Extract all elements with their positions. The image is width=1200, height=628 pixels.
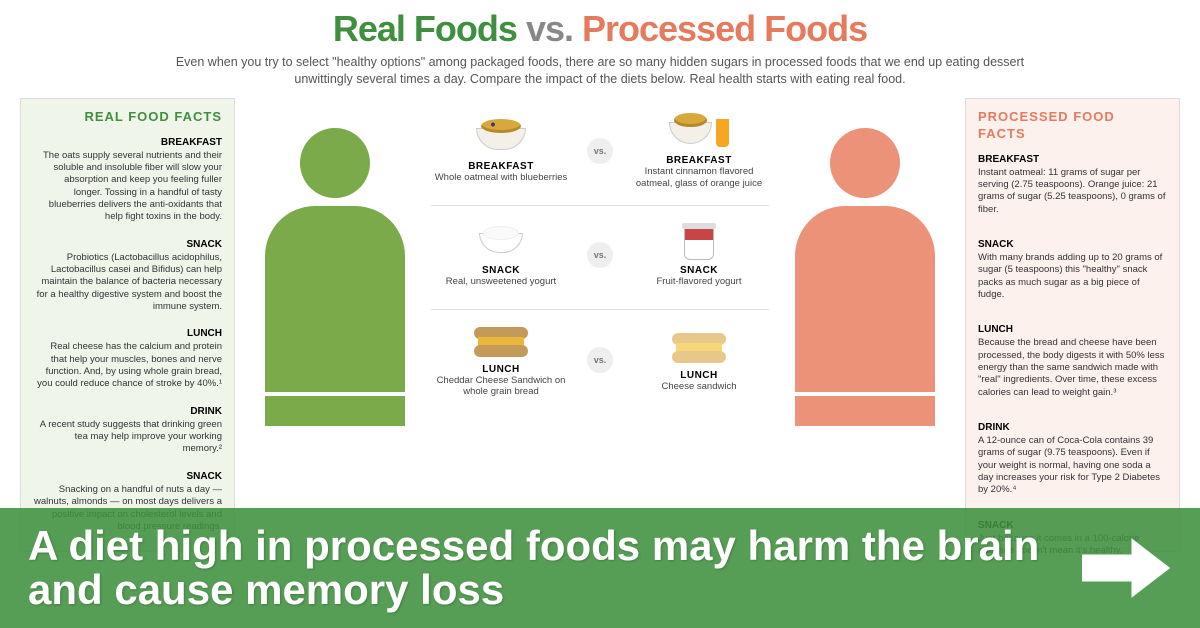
processed-facts-panel: PROCESSED FOOD FACTS BREAKFAST Instant o… <box>965 98 1180 552</box>
meal-real-breakfast: BREAKFAST Whole oatmeal with blueberries <box>431 119 571 183</box>
proc-fact-snack: SNACK With many brands adding up to 20 g… <box>978 238 1167 301</box>
page-title: Real Foods vs. Processed Foods <box>80 8 1120 50</box>
proc-fact-drink: DRINK A 12-ounce can of Coca-Cola contai… <box>978 421 1167 497</box>
whole-grain-sandwich-icon <box>471 322 531 362</box>
real-fact-snack: SNACK Probiotics (Lactobacillus acidophi… <box>33 238 222 314</box>
title-processed: Processed Foods <box>582 8 867 49</box>
white-sandwich-icon <box>669 328 729 368</box>
vs-badge: vs. <box>587 138 613 164</box>
meal-row-breakfast: BREAKFAST Whole oatmeal with blueberries… <box>431 102 769 206</box>
oatmeal-blueberry-icon <box>471 119 531 159</box>
vs-badge: vs. <box>587 347 613 373</box>
real-fact-lunch: LUNCH Real cheese has the calcium and pr… <box>33 327 222 390</box>
center-comparison: BREAKFAST Whole oatmeal with blueberries… <box>245 98 955 552</box>
subtitle-text: Even when you try to select "healthy opt… <box>150 54 1050 88</box>
real-facts-title: REAL FOOD FACTS <box>33 109 222 126</box>
meal-comparison-list: BREAKFAST Whole oatmeal with blueberries… <box>425 98 775 552</box>
person-processed-icon <box>775 128 955 508</box>
meal-real-snack: SNACK Real, unsweetened yogurt <box>431 223 571 287</box>
instant-oatmeal-oj-icon <box>669 113 729 153</box>
yogurt-cup-icon <box>669 223 729 263</box>
banner-text: A diet high in processed foods may harm … <box>28 524 1082 612</box>
title-real: Real Foods <box>333 8 517 49</box>
proc-fact-lunch: LUNCH Because the bread and cheese have … <box>978 323 1167 399</box>
real-facts-panel: REAL FOOD FACTS BREAKFAST The oats suppl… <box>20 98 235 552</box>
meal-real-lunch: LUNCH Cheddar Cheese Sandwich on whole g… <box>431 322 571 398</box>
proc-fact-breakfast: BREAKFAST Instant oatmeal: 11 grams of s… <box>978 153 1167 216</box>
meal-row-lunch: LUNCH Cheddar Cheese Sandwich on whole g… <box>431 310 769 414</box>
meal-proc-lunch: LUNCH Cheese sandwich <box>629 328 769 392</box>
processed-facts-title: PROCESSED FOOD FACTS <box>978 109 1167 143</box>
overlay-banner[interactable]: A diet high in processed foods may harm … <box>0 508 1200 628</box>
real-fact-drink: DRINK A recent study suggests that drink… <box>33 405 222 456</box>
header: Real Foods vs. Processed Foods Even when… <box>0 0 1200 92</box>
main-content: REAL FOOD FACTS BREAKFAST The oats suppl… <box>0 92 1200 552</box>
meal-row-snack: SNACK Real, unsweetened yogurt vs. SNACK… <box>431 206 769 310</box>
yogurt-bowl-icon <box>471 223 531 263</box>
title-vs: vs. <box>526 8 573 49</box>
meal-proc-snack: SNACK Fruit-flavored yogurt <box>629 223 769 287</box>
real-fact-breakfast: BREAKFAST The oats supply several nutrie… <box>33 136 222 224</box>
meal-proc-breakfast: BREAKFAST Instant cinnamon flavored oatm… <box>629 113 769 189</box>
person-real-icon <box>245 128 425 508</box>
arrow-right-icon <box>1082 533 1172 603</box>
vs-badge: vs. <box>587 242 613 268</box>
